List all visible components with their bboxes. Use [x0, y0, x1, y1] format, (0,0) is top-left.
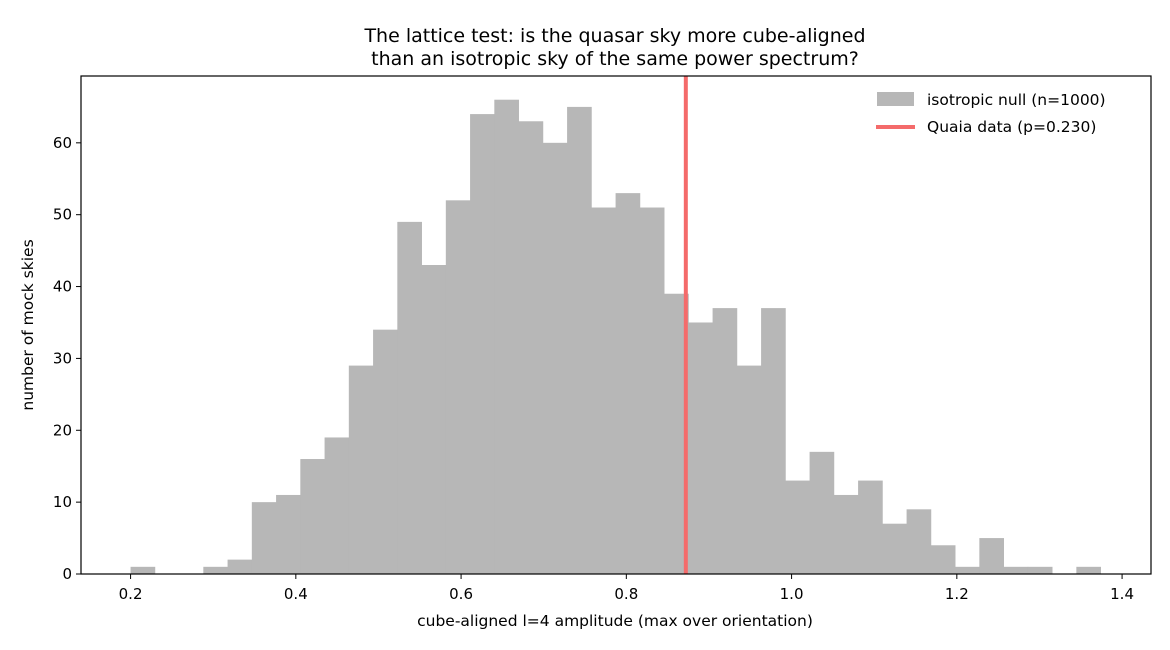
- histogram-bar: [591, 207, 616, 574]
- histogram-bar: [373, 329, 398, 574]
- histogram-bar: [348, 365, 374, 574]
- x-tick-label: 0.8: [614, 585, 638, 603]
- histogram-bar: [833, 494, 859, 574]
- histogram-bar: [955, 566, 980, 574]
- y-tick-label: 0: [62, 565, 72, 583]
- histogram-bars: [130, 99, 1101, 575]
- histogram-bar: [906, 509, 932, 574]
- histogram-bar: [712, 308, 738, 574]
- y-tick-label: 40: [53, 278, 72, 296]
- histogram-bar: [397, 221, 422, 574]
- y-tick-label: 50: [53, 206, 72, 224]
- y-tick-label: 30: [53, 349, 72, 367]
- y-tick-label: 20: [53, 421, 72, 439]
- histogram-bar: [130, 566, 156, 574]
- histogram-bar: [979, 538, 1004, 574]
- y-tick-label: 60: [53, 134, 72, 152]
- histogram-bar: [736, 365, 762, 574]
- histogram-bar: [1003, 566, 1029, 574]
- x-tick-label: 1.2: [945, 585, 969, 603]
- legend: isotropic null (n=1000) Quaia data (p=0.…: [876, 91, 1106, 136]
- histogram-bar: [251, 502, 277, 574]
- legend-swatch-null: [877, 92, 914, 106]
- histogram-bar: [567, 106, 592, 575]
- x-tick-label: 0.6: [449, 585, 473, 603]
- x-tick-label: 0.2: [119, 585, 143, 603]
- plot-area-frame: [80, 75, 1152, 575]
- x-tick-label: 1.4: [1110, 585, 1134, 603]
- histogram-bar: [445, 200, 471, 574]
- x-axis-ticks: 0.2 0.4 0.6 0.8 1.0 1.2 1.4: [119, 574, 1134, 603]
- x-tick-label: 1.0: [780, 585, 804, 603]
- histogram-bar: [615, 193, 641, 574]
- legend-label-quaia: Quaia data (p=0.230): [927, 118, 1096, 136]
- histogram-bar: [1076, 566, 1101, 574]
- y-axis-label: number of mock skies: [19, 239, 37, 410]
- histogram-bar: [688, 322, 713, 574]
- x-tick-label: 0.4: [284, 585, 308, 603]
- chart-title-line-1: The lattice test: is the quasar sky more…: [363, 25, 865, 47]
- histogram-bar: [639, 207, 665, 574]
- y-axis-ticks: 0 10 20 30 40 50 60: [53, 134, 81, 583]
- histogram-bar: [785, 480, 810, 574]
- histogram-bar: [761, 308, 786, 574]
- x-axis-label: cube-aligned l=4 amplitude (max over ori…: [417, 612, 813, 630]
- histogram-bar: [203, 566, 228, 574]
- histogram-bar: [300, 459, 325, 574]
- legend-label-null: isotropic null (n=1000): [927, 91, 1106, 109]
- histogram-bar: [227, 559, 253, 574]
- chart-title-line-2: than an isotropic sky of the same power …: [371, 48, 859, 70]
- histogram-bar: [809, 451, 835, 574]
- histogram-bar: [930, 545, 956, 574]
- histogram-bar: [470, 114, 495, 574]
- histogram-bar: [276, 494, 301, 574]
- histogram-bar: [421, 265, 447, 574]
- histogram-bar: [1027, 566, 1053, 574]
- histogram-bar: [494, 99, 519, 575]
- histogram-bar: [518, 121, 544, 575]
- histogram-bar: [324, 437, 350, 574]
- histogram-bar: [542, 142, 568, 574]
- histogram-bar: [882, 523, 907, 574]
- y-tick-label: 10: [53, 493, 72, 511]
- histogram-bar: [858, 480, 883, 574]
